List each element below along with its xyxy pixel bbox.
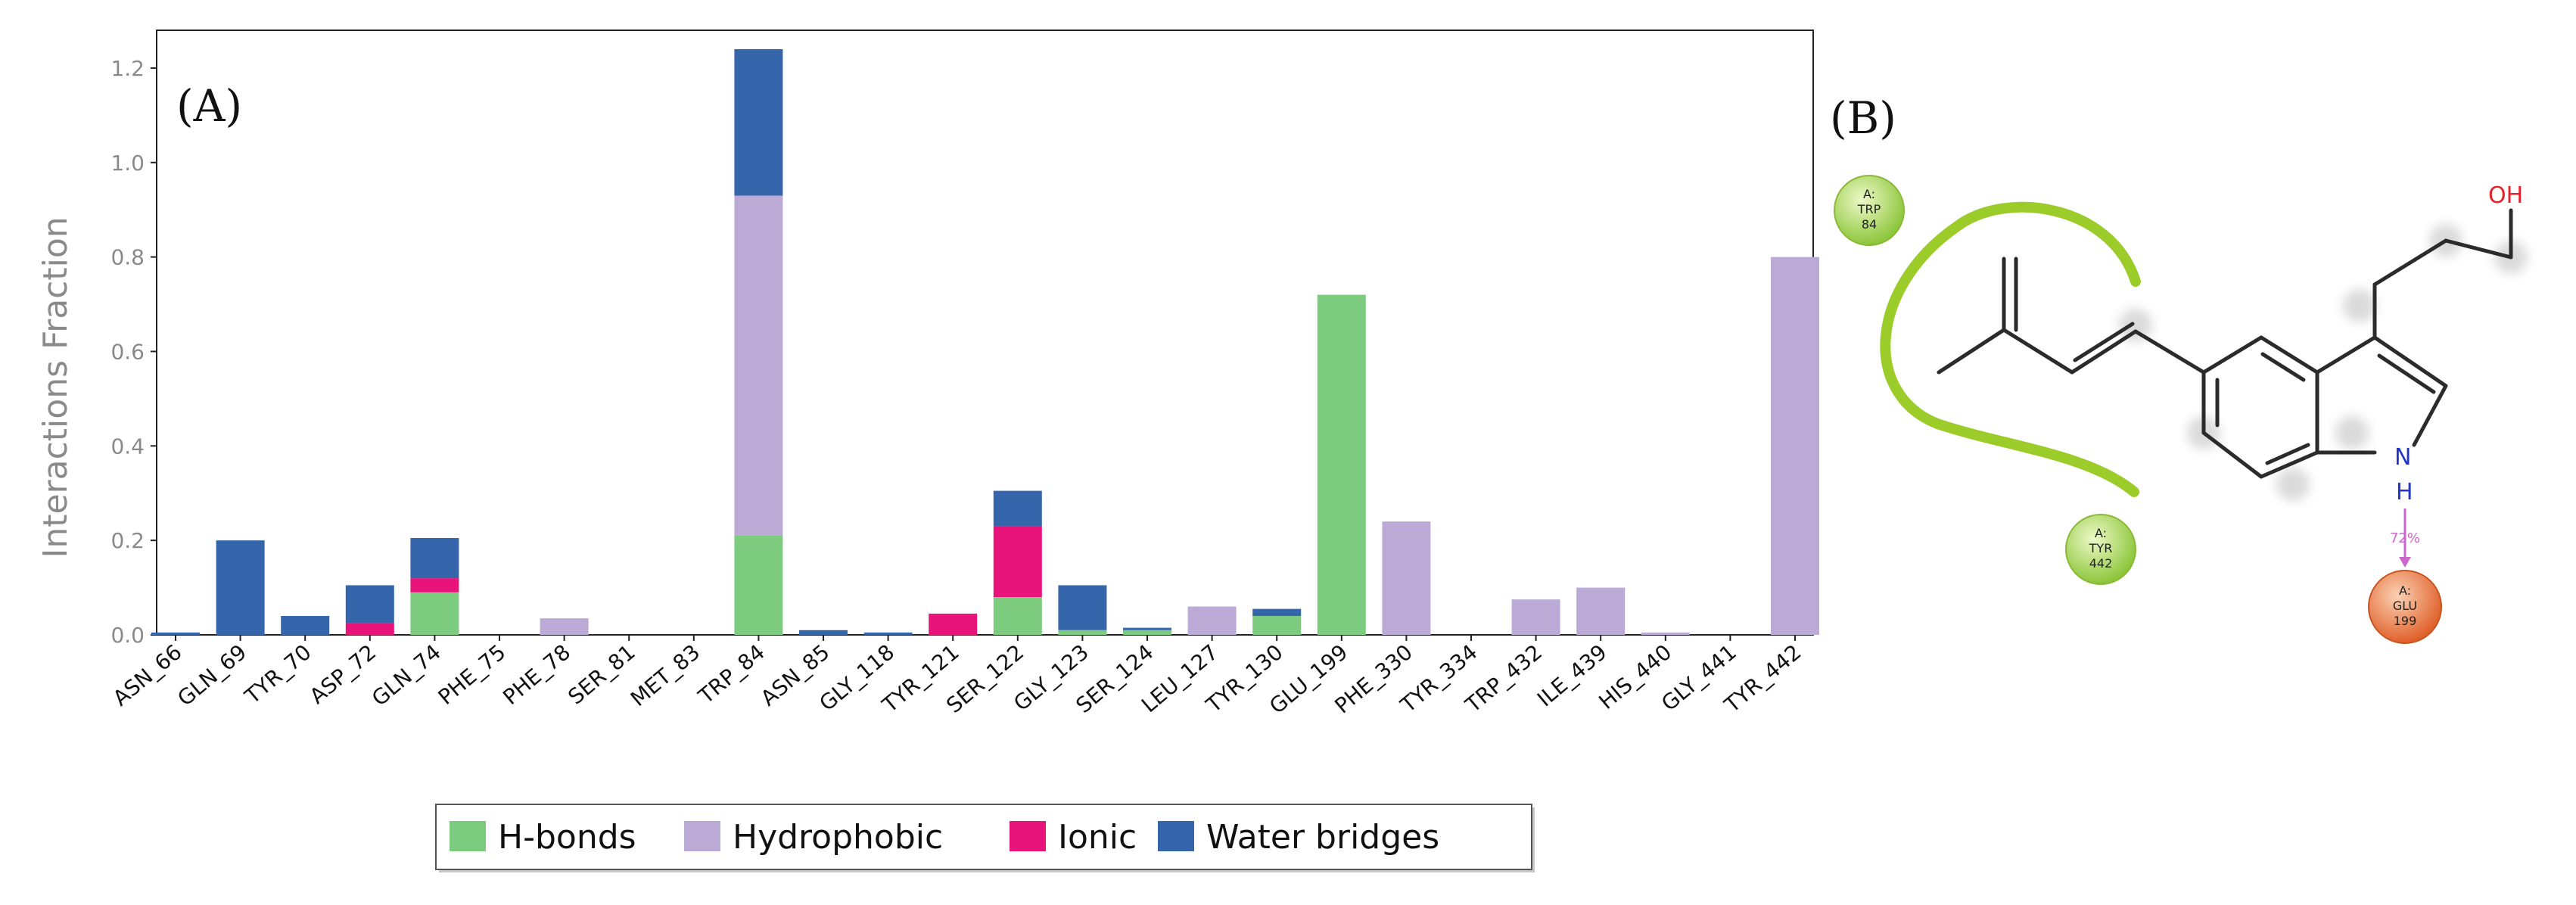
x-tick-label: TYR_70	[240, 639, 316, 709]
svg-text:199: 199	[2394, 614, 2417, 628]
hydroxyl-label: OH	[2488, 182, 2523, 209]
y-tick-label: 0.0	[110, 623, 145, 648]
bar-water-bridges-gly-123	[1058, 585, 1107, 630]
bar-water-bridges-asn-85	[799, 630, 848, 635]
legend-label-water-bridges: Water bridges	[1206, 818, 1439, 857]
svg-text:A:: A:	[2095, 526, 2107, 540]
ligand-interaction-diagram: OH N H 72% A: TRP 84 A: TYR 442 A: GLU 1…	[1834, 175, 2528, 644]
bar-h-bonds-trp-84	[734, 535, 783, 635]
y-tick-label: 0.4	[110, 434, 145, 459]
x-axis-ticks: ASN_66GLN_69TYR_70ASP_72GLN_74PHE_75PHE_…	[108, 635, 1806, 719]
bar-h-bonds-gln-74	[410, 592, 459, 635]
bar-hydrophobic-leu-127	[1187, 606, 1237, 635]
bar-h-bonds-ser-124	[1123, 630, 1171, 635]
x-tick-label: PHE_78	[498, 639, 575, 710]
bar-ionic-asp-72	[345, 623, 394, 635]
svg-text:442: 442	[2089, 556, 2113, 571]
bar-water-bridges-gln-74	[410, 538, 459, 579]
molecule-bonds	[1937, 208, 2513, 479]
bar-hydrophobic-tyr-442	[1771, 257, 1819, 635]
y-tick-label: 0.2	[110, 528, 145, 553]
bar-water-bridges-tyr-130	[1252, 608, 1302, 617]
hydrogen-label: H	[2396, 479, 2413, 505]
legend-swatch-h-bonds	[450, 821, 486, 851]
pocket-outline	[1880, 201, 2141, 497]
bar-water-bridges-gln-69	[216, 540, 265, 635]
svg-text:TRP: TRP	[1857, 202, 1881, 216]
legend-box	[435, 804, 1532, 870]
bars-layer	[151, 48, 1819, 635]
x-tick-label: SER_81	[563, 639, 639, 709]
bar-h-bonds-ser-122	[993, 597, 1042, 635]
bar-hydrophobic-his-440	[1641, 632, 1690, 635]
x-tick-label: GLN_69	[173, 639, 251, 711]
legend-label-ionic: Ionic	[1058, 818, 1137, 857]
y-tick-label: 1.2	[110, 56, 145, 81]
legend-label-hydrophobic: Hydrophobic	[733, 818, 943, 857]
residue-node-trp-84: A: TRP 84	[1834, 175, 1905, 246]
bar-water-bridges-ser-124	[1123, 627, 1171, 630]
bar-ionic-gln-74	[410, 578, 459, 592]
y-axis-ticks: 0.0 0.2 0.4 0.6 0.8 1.0 1.2	[110, 56, 157, 648]
solvent-exposure-halos	[2119, 224, 2528, 501]
svg-text:84: 84	[1862, 217, 1877, 232]
y-tick-label: 0.8	[110, 245, 145, 270]
panel-b-label: (B)	[1830, 92, 1896, 144]
x-tick-label: GLN_74	[367, 639, 446, 711]
x-tick-label: PHE_75	[434, 639, 511, 710]
bar-water-bridges-ser-122	[993, 490, 1042, 527]
bar-water-bridges-trp-84	[734, 48, 783, 196]
bar-h-bonds-tyr-130	[1252, 616, 1302, 635]
bar-ionic-tyr-121	[929, 613, 978, 635]
bar-water-bridges-asn-66	[151, 632, 200, 635]
legend-label-h-bonds: H-bonds	[498, 818, 636, 857]
hbond-percent: 72%	[2390, 530, 2420, 546]
hbond-arrow-head	[2399, 557, 2411, 568]
y-tick-label: 1.0	[110, 151, 145, 176]
svg-text:GLU: GLU	[2393, 599, 2417, 613]
bar-h-bonds-gly-123	[1058, 630, 1107, 635]
bar-water-bridges-gly-118	[863, 632, 913, 635]
legend-swatch-water-bridges	[1158, 821, 1194, 851]
x-tick-label: ASP_72	[305, 639, 381, 709]
bar-hydrophobic-ile-439	[1576, 587, 1626, 635]
x-tick-label: MET_83	[626, 639, 705, 711]
residue-node-glu-199: A: GLU 199	[2368, 570, 2442, 644]
bar-ionic-ser-122	[993, 526, 1042, 598]
bar-hydrophobic-trp-84	[734, 195, 783, 536]
bar-water-bridges-tyr-70	[281, 616, 330, 635]
panel-a-label: (A)	[176, 80, 242, 132]
y-tick-label: 0.6	[110, 339, 145, 364]
bar-hydrophobic-phe-330	[1382, 521, 1431, 635]
x-tick-label: TRP_84	[693, 639, 770, 709]
bar-hydrophobic-phe-78	[540, 618, 589, 635]
svg-text:A:: A:	[1863, 187, 1875, 201]
svg-text:A:: A:	[2399, 583, 2411, 598]
nitrogen-label: N	[2394, 444, 2411, 471]
legend-swatch-ionic	[1010, 821, 1046, 851]
svg-text:TYR: TYR	[2089, 541, 2113, 555]
bar-hydrophobic-trp-432	[1511, 599, 1560, 635]
legend-swatch-hydrophobic	[684, 821, 720, 851]
bar-h-bonds-glu-199	[1317, 294, 1366, 635]
plot-area-frame	[156, 30, 1814, 636]
legend: H-bonds Hydrophobic Ionic Water bridges	[435, 804, 1535, 872]
y-axis-label: Interactions Fraction	[36, 216, 75, 558]
residue-node-tyr-442: A: TYR 442	[2065, 514, 2136, 585]
x-tick-label: ASN_66	[108, 639, 187, 711]
bar-water-bridges-asp-72	[345, 585, 394, 624]
